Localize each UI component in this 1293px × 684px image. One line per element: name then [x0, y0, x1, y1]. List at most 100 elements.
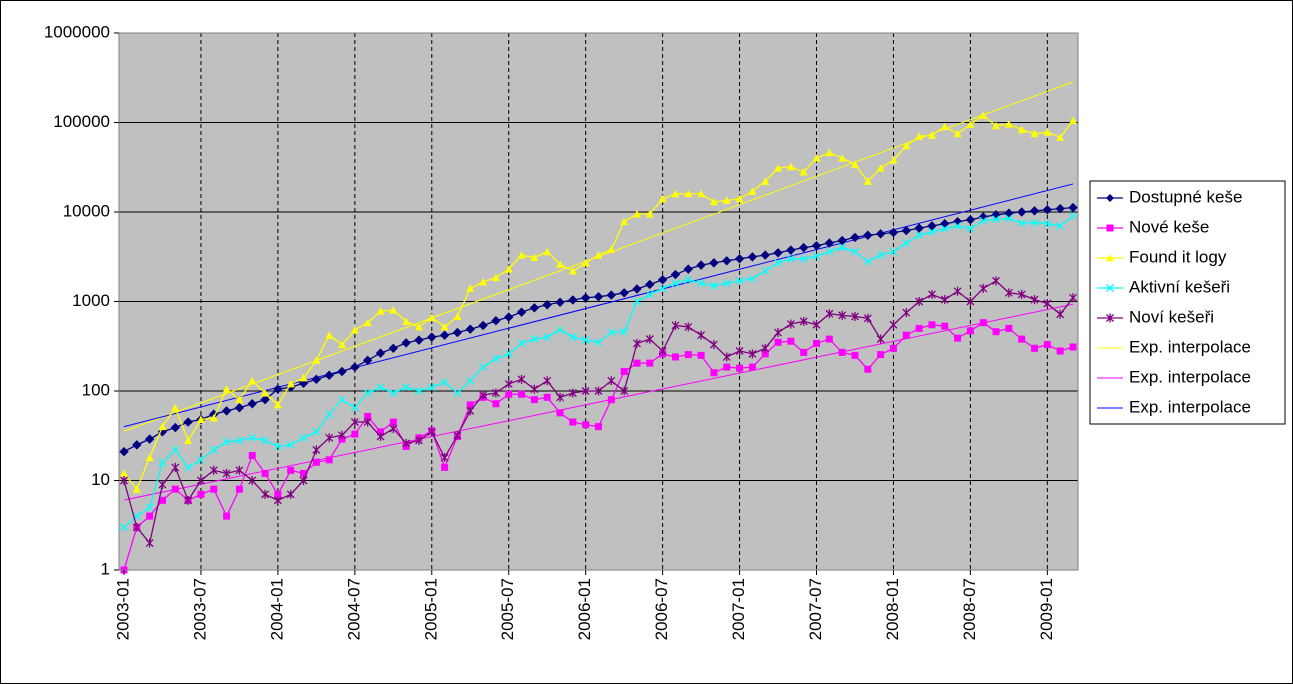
point: [197, 490, 205, 498]
point: [979, 319, 987, 327]
point: [876, 251, 885, 260]
point: [965, 215, 976, 225]
point: [901, 225, 911, 236]
point: [697, 330, 706, 340]
point: [145, 453, 154, 462]
point: [388, 343, 399, 354]
point: [414, 387, 423, 395]
point: [171, 445, 180, 454]
point: [350, 417, 359, 427]
point: [338, 340, 347, 349]
point: [902, 308, 911, 318]
point: [670, 269, 681, 280]
point: [709, 197, 718, 206]
point: [851, 311, 859, 321]
point: [260, 394, 270, 405]
point: [645, 209, 654, 218]
legend-label: Exp. interpolace: [1129, 337, 1251, 356]
point: [889, 344, 897, 352]
point: [324, 370, 334, 380]
point: [671, 279, 680, 288]
point: [966, 224, 975, 233]
x-tick-label: 2008-01: [883, 578, 902, 640]
legend-marker: [1106, 224, 1114, 232]
point: [414, 322, 423, 331]
point: [158, 422, 167, 431]
point: [542, 300, 552, 310]
point: [863, 313, 872, 323]
point: [1056, 309, 1065, 319]
point: [709, 258, 719, 268]
point: [979, 283, 988, 293]
point: [786, 319, 795, 329]
point: [145, 503, 154, 512]
point: [620, 368, 628, 376]
x-tick-label: 2005-01: [421, 578, 440, 640]
point: [286, 440, 295, 449]
x-tick-label: 2008-07: [960, 578, 979, 640]
point: [697, 279, 706, 288]
point: [427, 427, 436, 437]
point: [671, 320, 680, 330]
point: [287, 466, 295, 474]
point: [556, 409, 564, 417]
point: [941, 322, 949, 330]
point: [530, 396, 538, 404]
point: [774, 258, 783, 267]
point: [235, 485, 243, 493]
point: [414, 335, 424, 345]
point: [1004, 208, 1014, 218]
point: [543, 333, 552, 342]
point: [1030, 129, 1039, 138]
point: [1069, 116, 1077, 125]
point: [607, 376, 616, 386]
point: [363, 389, 372, 397]
point: [748, 363, 756, 371]
point: [888, 227, 899, 238]
point: [479, 363, 488, 372]
point: [940, 122, 949, 131]
point: [889, 247, 898, 256]
point: [517, 251, 526, 259]
point: [196, 455, 205, 464]
legend: [1089, 180, 1286, 425]
point: [761, 350, 769, 358]
point: [709, 340, 718, 350]
point: [248, 476, 257, 485]
point: [222, 468, 231, 478]
point: [402, 383, 411, 392]
point: [517, 339, 526, 348]
point: [825, 335, 833, 343]
point: [632, 209, 641, 218]
point: [492, 400, 500, 408]
point: [748, 349, 757, 359]
point: [491, 316, 501, 326]
point: [889, 320, 898, 330]
point: [1031, 344, 1039, 352]
series: [119, 202, 1078, 457]
point: [338, 430, 346, 440]
point: [465, 324, 475, 334]
point: [338, 395, 346, 404]
legend-label: Exp. interpolace: [1129, 397, 1251, 416]
point: [875, 229, 886, 239]
point: [658, 194, 667, 203]
point: [633, 297, 641, 306]
point: [786, 245, 796, 255]
point: [1030, 295, 1039, 305]
point: [940, 224, 949, 233]
point: [491, 273, 500, 282]
point: [760, 250, 770, 260]
point: [234, 403, 245, 413]
x-tick-label: 2007-07: [806, 578, 825, 640]
point: [992, 121, 1001, 130]
point: [774, 338, 782, 346]
point: [902, 141, 911, 150]
point: [812, 320, 821, 330]
point: [813, 339, 821, 347]
point: [248, 433, 257, 442]
point: [799, 254, 808, 263]
point: [183, 417, 193, 427]
point: [722, 352, 731, 362]
point: [184, 436, 193, 444]
